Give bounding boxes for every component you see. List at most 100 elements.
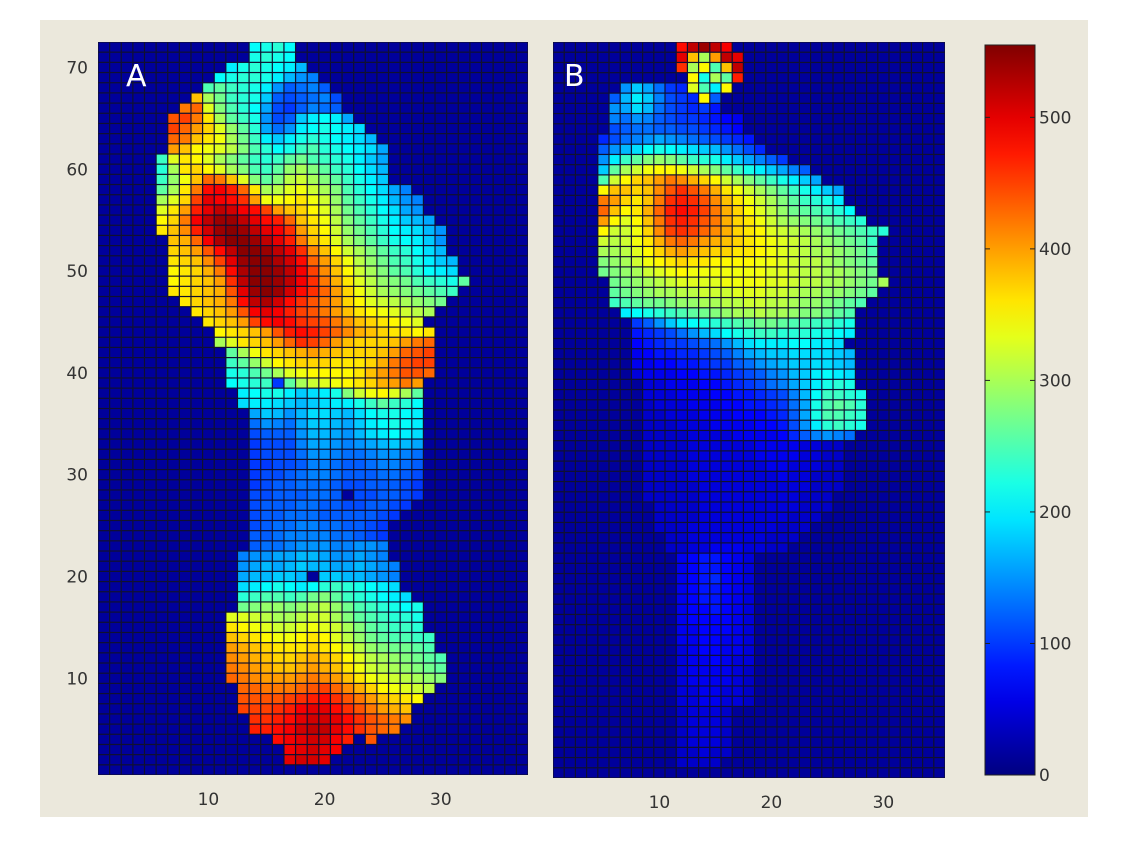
heatmap-cell <box>721 134 732 144</box>
heatmap-cell <box>844 298 855 308</box>
heatmap-cell <box>110 388 121 398</box>
heatmap-cell <box>665 410 676 420</box>
heatmap-cell <box>788 308 799 318</box>
heatmap-cell <box>676 523 687 533</box>
heatmap-cell <box>272 368 284 378</box>
heatmap-cell <box>923 369 934 379</box>
heatmap-cell <box>912 124 922 134</box>
heatmap-cell <box>214 378 226 388</box>
heatmap-cell <box>98 755 110 765</box>
heatmap-cell <box>576 676 586 686</box>
heatmap-cell <box>261 256 272 266</box>
heatmap-cell <box>203 633 214 643</box>
heatmap-cell <box>620 717 631 727</box>
heatmap-cell <box>654 144 665 154</box>
heatmap-cell <box>516 103 528 113</box>
heatmap-cell <box>226 429 237 439</box>
heatmap-cell <box>121 745 133 755</box>
heatmap-cell <box>156 337 168 347</box>
heatmap-cell <box>377 531 388 541</box>
heatmap-cell <box>110 653 121 663</box>
heatmap-cell <box>400 195 412 205</box>
heatmap-cell <box>688 216 698 226</box>
heatmap-cell <box>900 206 911 216</box>
heatmap-cell <box>688 461 698 471</box>
heatmap-cell <box>331 612 342 622</box>
heatmap-cell <box>710 696 721 706</box>
heatmap-cell <box>342 113 354 123</box>
heatmap-cell <box>412 256 423 266</box>
heatmap-cell <box>654 226 665 236</box>
heatmap-cell <box>654 686 665 696</box>
heatmap-cell <box>458 113 470 123</box>
heatmap-cell <box>800 226 810 236</box>
heatmap-cell <box>564 124 575 134</box>
heatmap-cell <box>203 327 214 337</box>
heatmap-cell <box>191 317 202 327</box>
heatmap-cell <box>699 615 710 625</box>
heatmap-cell <box>912 461 922 471</box>
heatmap-cell <box>665 482 676 492</box>
heatmap-cell <box>272 195 284 205</box>
heatmap-cell <box>710 175 721 185</box>
heatmap-cell <box>482 694 493 704</box>
heatmap-cell <box>482 622 493 632</box>
heatmap-cell <box>553 604 564 614</box>
heatmap-cell <box>191 622 202 632</box>
heatmap-cell <box>342 531 354 541</box>
heatmap-cell <box>587 768 598 778</box>
heatmap-cell <box>688 185 698 195</box>
heatmap-cell <box>493 236 505 246</box>
heatmap-cell <box>226 93 237 103</box>
heatmap-cell <box>900 308 911 318</box>
heatmap-cell <box>912 625 922 635</box>
heatmap-cell <box>744 574 754 584</box>
heatmap-cell <box>354 307 365 317</box>
heatmap-cell <box>110 62 121 72</box>
heatmap-cell <box>145 724 156 734</box>
heatmap-cell <box>110 429 121 439</box>
heatmap-cell <box>587 339 598 349</box>
heatmap-cell <box>833 287 844 297</box>
heatmap-cell <box>609 707 620 717</box>
heatmap-cell <box>435 388 447 398</box>
heatmap-cell <box>505 755 516 765</box>
heatmap-cell <box>867 390 878 400</box>
heatmap-cell <box>214 368 226 378</box>
heatmap-cell <box>923 185 934 195</box>
heatmap-cell <box>447 673 458 683</box>
heatmap-cell <box>632 615 642 625</box>
heatmap-cell <box>133 755 144 765</box>
heatmap-cell <box>482 510 493 520</box>
heatmap-cell <box>447 439 458 449</box>
heatmap-cell <box>744 543 754 553</box>
y-tick-label: 50 <box>66 262 88 282</box>
heatmap-cell <box>721 328 732 338</box>
heatmap-cell <box>296 236 307 246</box>
heatmap-cell <box>354 602 365 612</box>
heatmap-cell <box>632 696 642 706</box>
heatmap-cell <box>800 277 810 287</box>
heatmap-cell <box>470 663 481 673</box>
heatmap-cell <box>598 206 609 216</box>
heatmap-cell <box>377 745 388 755</box>
heatmap-cell <box>145 409 156 419</box>
heatmap-cell <box>516 449 528 459</box>
heatmap-cell <box>587 318 598 328</box>
heatmap-cell <box>470 653 481 663</box>
heatmap-cell <box>844 134 855 144</box>
heatmap-cell <box>732 512 743 522</box>
heatmap-cell <box>800 185 810 195</box>
heatmap-cell <box>777 216 788 226</box>
heatmap-cell <box>766 420 777 430</box>
heatmap-cell <box>110 510 121 520</box>
heatmap-cell <box>470 765 481 775</box>
heatmap-cell <box>553 635 564 645</box>
heatmap-cell <box>777 553 788 563</box>
heatmap-cell <box>766 471 777 481</box>
heatmap-cell <box>654 318 665 328</box>
heatmap-cell <box>121 622 133 632</box>
heatmap-cell <box>447 663 458 673</box>
heatmap-cell <box>470 714 481 724</box>
heatmap-cell <box>435 103 447 113</box>
